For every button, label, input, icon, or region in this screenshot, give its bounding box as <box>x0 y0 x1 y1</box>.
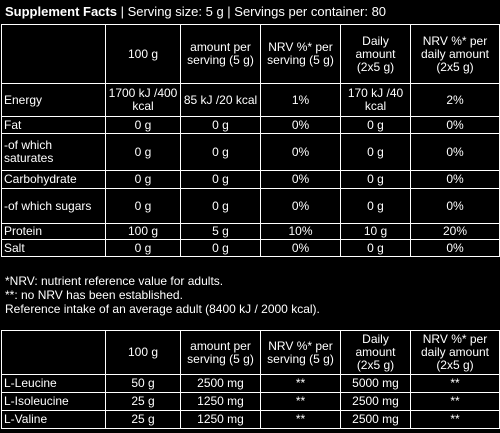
table-cell: 0 g <box>105 116 181 134</box>
header-cell: Daily amount (2x5 g) <box>340 24 411 84</box>
table-cell: 1700 kJ /400 kcal <box>105 83 181 117</box>
row-label: Energy <box>1 83 106 117</box>
header-cell: NRV %* per daily amount (2x5 g) <box>410 330 500 375</box>
header-cell: 100 g <box>105 330 181 375</box>
header-cell: NRV %* per daily amount (2x5 g) <box>410 24 500 84</box>
table-cell: 0 g <box>340 188 411 224</box>
title-main: Supplement Facts <box>5 4 117 19</box>
header-cell: Daily amount (2x5 g) <box>340 330 411 375</box>
table-cell: 0% <box>410 239 500 257</box>
table-cell: 0 g <box>340 133 411 171</box>
table-cell: 0 g <box>340 239 411 257</box>
table-cell: 20% <box>410 223 500 240</box>
amino-acid-table: 100 g amount per serving (5 g) NRV %* pe… <box>1 330 500 429</box>
table-cell: ** <box>260 374 341 393</box>
footnote-no-nrv: **: no NRV has been established. <box>5 288 183 302</box>
table-cell: 0 g <box>105 133 181 171</box>
table-cell: 5000 mg <box>340 374 411 393</box>
table-row: L-Isoleucine 25 g 1250 mg ** 2500 mg ** <box>1 392 500 411</box>
table-cell: ** <box>410 392 500 411</box>
table-cell: 0 g <box>180 133 261 171</box>
table-cell: 2500 mg <box>180 374 261 393</box>
row-label: Fat <box>1 116 106 134</box>
table-row: Fat 0 g 0 g 0% 0 g 0% <box>1 116 500 134</box>
table-row: -of which sugars 0 g 0 g 0% 0 g 0% <box>1 188 500 224</box>
table-cell: 100 g <box>105 223 181 240</box>
row-label: Carbohydrate <box>1 170 106 189</box>
table-row: Carbohydrate 0 g 0 g 0% 0 g 0% <box>1 170 500 189</box>
table-cell: 0% <box>260 188 341 224</box>
header-cell: NRV %* per serving (5 g) <box>260 24 341 84</box>
table-cell: ** <box>260 392 341 411</box>
table-cell: 0% <box>410 116 500 134</box>
table-cell: ** <box>410 410 500 429</box>
table-cell: 0 g <box>105 239 181 257</box>
amino-header-row: 100 g amount per serving (5 g) NRV %* pe… <box>1 330 500 375</box>
table-cell: 0 g <box>180 116 261 134</box>
table-cell: 1250 mg <box>180 392 261 411</box>
table-cell: 170 kJ /40 kcal <box>340 83 411 117</box>
table-cell: 25 g <box>105 410 181 429</box>
header-cell: 100 g <box>105 24 181 84</box>
table-cell: ** <box>260 410 341 429</box>
nutrition-table: 100 g amount per serving (5 g) NRV %* pe… <box>1 24 500 257</box>
table-cell: 0% <box>410 133 500 171</box>
table-cell: 0 g <box>105 188 181 224</box>
table-cell: 25 g <box>105 392 181 411</box>
table-cell: 10 g <box>340 223 411 240</box>
title-serving-info: | Serving size: 5 g | Servings per conta… <box>116 4 387 19</box>
table-cell: 0% <box>260 239 341 257</box>
table-cell: 0 g <box>180 239 261 257</box>
header-cell: amount per serving (5 g) <box>180 24 261 84</box>
table-row: -of which saturates 0 g 0 g 0% 0 g 0% <box>1 133 500 171</box>
table-cell: 0% <box>260 170 341 189</box>
header-cell: amount per serving (5 g) <box>180 330 261 375</box>
table-cell: ** <box>410 374 500 393</box>
table-cell: 10% <box>260 223 341 240</box>
table-cell: 2500 mg <box>340 392 411 411</box>
table-cell: 0% <box>260 133 341 171</box>
table-row: L-Valine 25 g 1250 mg ** 2500 mg ** <box>1 410 500 429</box>
table-cell: 85 kJ /20 kcal <box>180 83 261 117</box>
table-cell: 0% <box>260 116 341 134</box>
table-row: Energy 1700 kJ /400 kcal 85 kJ /20 kcal … <box>1 83 500 117</box>
row-label: Protein <box>1 223 106 240</box>
footnotes: *NRV: nutrient reference value for adult… <box>5 274 495 316</box>
table-row: L-Leucine 50 g 2500 mg ** 5000 mg ** <box>1 374 500 393</box>
row-label: L-Isoleucine <box>1 392 106 411</box>
row-label: Salt <box>1 239 106 257</box>
footnote-reference-intake: Reference intake of an average adult (84… <box>5 302 320 316</box>
table-row: Protein 100 g 5 g 10% 10 g 20% <box>1 223 500 240</box>
table-cell: 2% <box>410 83 500 117</box>
row-label: -of which saturates <box>1 133 106 171</box>
nutrition-header-row: 100 g amount per serving (5 g) NRV %* pe… <box>1 24 500 84</box>
header-cell <box>1 330 106 375</box>
table-cell: 0% <box>410 188 500 224</box>
panel-title: Supplement Facts | Serving size: 5 g | S… <box>5 3 386 21</box>
table-cell: 0% <box>410 170 500 189</box>
header-cell <box>1 24 106 84</box>
table-cell: 5 g <box>180 223 261 240</box>
header-cell: NRV %* per serving (5 g) <box>260 330 341 375</box>
row-label: L-Leucine <box>1 374 106 393</box>
footnote-nrv: *NRV: nutrient reference value for adult… <box>5 274 224 288</box>
table-cell: 50 g <box>105 374 181 393</box>
table-cell: 1250 mg <box>180 410 261 429</box>
table-cell: 0 g <box>340 116 411 134</box>
table-cell: 0 g <box>180 188 261 224</box>
row-label: L-Valine <box>1 410 106 429</box>
table-cell: 2500 mg <box>340 410 411 429</box>
table-cell: 0 g <box>180 170 261 189</box>
table-cell: 1% <box>260 83 341 117</box>
table-row: Salt 0 g 0 g 0% 0 g 0% <box>1 239 500 257</box>
row-label: -of which sugars <box>1 188 106 224</box>
table-cell: 0 g <box>105 170 181 189</box>
table-cell: 0 g <box>340 170 411 189</box>
